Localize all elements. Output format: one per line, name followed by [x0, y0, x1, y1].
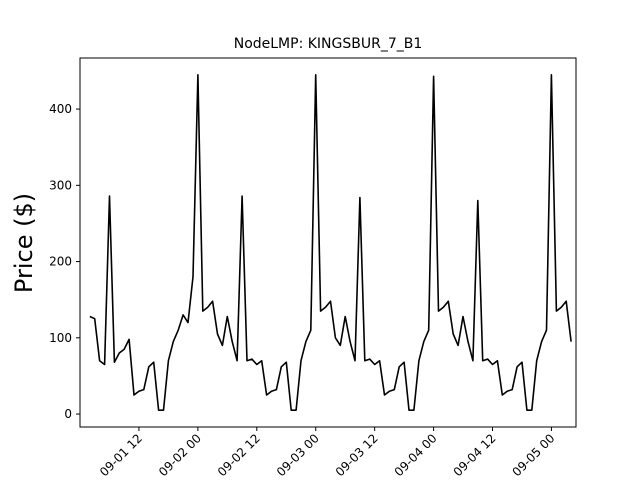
y-axis-label: Price ($): [10, 193, 38, 293]
x-tick-label: 09-04 00: [392, 431, 440, 479]
x-tick-label: 09-03 12: [333, 431, 381, 479]
chart-title: NodeLMP: KINGSBUR_7_B1: [234, 36, 423, 52]
y-tick-label: 300: [49, 178, 72, 192]
y-tick-label: 0: [64, 407, 72, 421]
x-axis: 09-01 12 09-02 00 09-02 12 09-03 00 09-03 12…: [97, 427, 558, 479]
series-line: [89, 74, 572, 411]
axes-frame: [79, 57, 577, 428]
y-tick-label: 400: [49, 102, 72, 116]
y-axis: 0 100 200 300 400: [49, 102, 80, 421]
y-tick-label: 100: [49, 331, 72, 345]
x-tick-label: 09-01 12: [97, 431, 145, 479]
y-tick-label: 200: [49, 255, 72, 269]
x-tick-label: 09-02 00: [156, 431, 204, 479]
x-tick-label: 09-03 00: [274, 431, 322, 479]
x-tick-label: 09-04 12: [451, 431, 499, 479]
x-tick-label: 09-02 12: [215, 431, 263, 479]
x-tick-label: 09-05 00: [510, 431, 558, 479]
